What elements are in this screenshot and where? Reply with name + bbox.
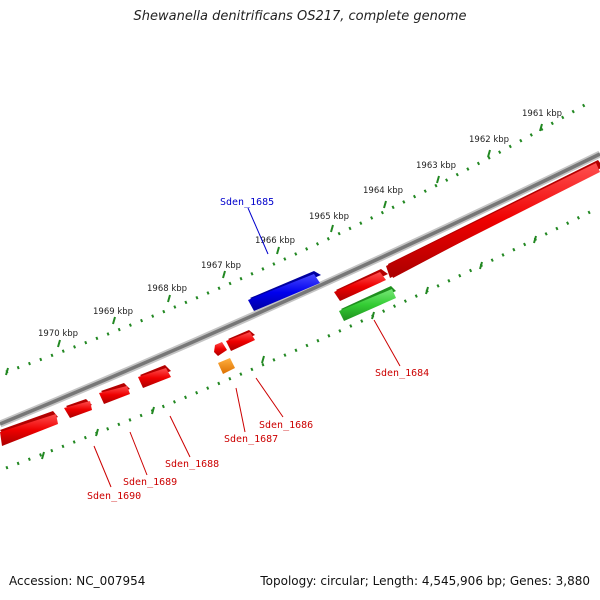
tick-label: 1961 kbp [522, 109, 562, 119]
gene-label-sden-1689[interactable]: Sden_1689 [123, 477, 177, 488]
map-title: Shewanella denitrificans OS217, complete… [133, 9, 467, 24]
tick-label: 1963 kbp [416, 161, 456, 171]
tick-label: 1966 kbp [255, 236, 295, 246]
gene-label-sden-1690[interactable]: Sden_1690 [87, 491, 141, 502]
gene-label-sden-1687[interactable]: Sden_1687 [224, 434, 278, 445]
gene-feature-red[interactable] [226, 330, 255, 351]
gene-label-sden-1686[interactable]: Sden_1686 [259, 420, 313, 431]
gene-features [0, 160, 600, 446]
tick-label: 1969 kbp [93, 307, 133, 317]
accession-text: Accession: NC_007954 [9, 574, 146, 588]
gene-label-sden-1685[interactable]: Sden_1685 [220, 197, 274, 208]
genome-backbone [0, 150, 600, 428]
gene-feature-red[interactable] [64, 399, 92, 418]
gene-feature-red[interactable] [138, 365, 171, 388]
tick-label: 1968 kbp [147, 284, 187, 294]
gene-feature-red[interactable] [99, 383, 130, 404]
gene-feature-red[interactable] [386, 160, 600, 278]
gene-feature-red[interactable] [214, 342, 227, 356]
gene-feature-green[interactable] [339, 286, 396, 321]
gene-label-sden-1688[interactable]: Sden_1688 [165, 459, 219, 470]
gene-feature-orange[interactable] [218, 358, 235, 374]
genome-summary-text: Topology: circular; Length: 4,545,906 bp… [260, 574, 590, 588]
tick-label: 1965 kbp [309, 212, 349, 222]
tick-label: 1962 kbp [469, 135, 509, 145]
gene-feature-red[interactable] [0, 411, 58, 446]
label-leaders [93, 207, 401, 488]
gene-feature-red[interactable] [334, 269, 388, 301]
gene-labels: Sden_1685 Sden_1684 Sden_1686 Sden_1687 … [87, 197, 429, 502]
tick-label: 1970 kbp [38, 329, 78, 339]
tick-label: 1967 kbp [201, 261, 241, 271]
tick-labels: 1961 kbp 1962 kbp 1963 kbp 1964 kbp 1965… [38, 109, 562, 339]
gene-label-sden-1684[interactable]: Sden_1684 [375, 368, 429, 379]
gene-feature-blue[interactable] [248, 271, 321, 311]
major-ticks [5, 123, 543, 376]
inner-major-ticks [41, 235, 537, 460]
tick-label: 1964 kbp [363, 186, 403, 196]
